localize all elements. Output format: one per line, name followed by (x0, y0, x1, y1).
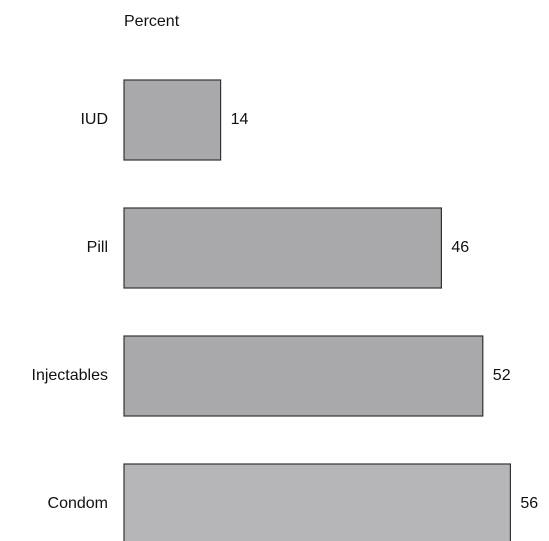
bar (123, 463, 511, 541)
category-label: Pill (87, 239, 108, 256)
value-label: 56 (520, 495, 538, 512)
bar (123, 207, 442, 289)
bar (123, 79, 222, 161)
bar (123, 335, 484, 417)
category-label: IUD (80, 111, 108, 128)
value-label: 14 (231, 111, 249, 128)
value-label: 46 (451, 239, 469, 256)
category-label: Injectables (32, 367, 109, 384)
chart-title: Percent (124, 13, 180, 30)
category-label: Condom (48, 495, 108, 512)
value-label: 52 (493, 367, 511, 384)
